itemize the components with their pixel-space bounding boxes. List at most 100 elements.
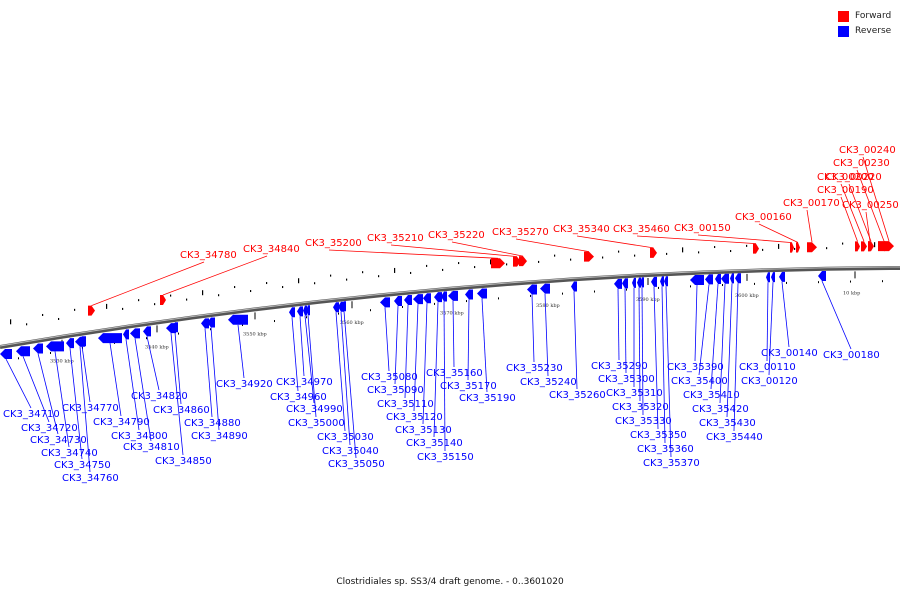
reverse-gene-ck3_34730[interactable] <box>33 343 43 354</box>
forward-gene-ck3_00240[interactable] <box>884 241 894 252</box>
minor-tick <box>154 303 156 306</box>
reverse-gene-ck3_35080[interactable] <box>380 297 390 308</box>
reverse-gene-link <box>413 304 419 412</box>
reverse-gene-ck3_35370[interactable] <box>664 276 668 287</box>
reverse-gene-label: CK3_35080 <box>361 372 418 383</box>
reverse-gene-link <box>170 333 184 456</box>
forward-swatch <box>838 10 849 22</box>
reverse-gene-ck3_35440[interactable] <box>735 273 741 284</box>
minor-tick <box>754 282 755 285</box>
forward-gene-ck3_35270[interactable] <box>584 251 594 262</box>
forward-gene-ck3_00200[interactable] <box>861 241 867 252</box>
reverse-gene-ck3_35410[interactable] <box>715 273 721 284</box>
reverse-gene-ck3_00180[interactable] <box>818 270 826 281</box>
reverse-gene-ck3_34720[interactable] <box>16 346 30 357</box>
reverse-gene-ck3_35290[interactable] <box>614 278 622 289</box>
minor-tick <box>314 282 316 285</box>
reverse-gene-ck3_34790[interactable] <box>98 333 122 344</box>
reverse-gene-ck3_34810[interactable] <box>130 328 140 339</box>
reverse-gene-ck3_35390[interactable] <box>690 275 704 286</box>
forward-gene-ck3_34780[interactable] <box>88 305 95 316</box>
forward-gene-ck3_00160[interactable] <box>796 242 800 253</box>
reverse-gene-ck3_35150[interactable] <box>441 291 447 302</box>
forward-gene-ck3_35200[interactable] <box>491 258 505 269</box>
reverse-gene-link <box>694 285 698 362</box>
minor-tick <box>490 259 492 265</box>
reverse-gene-ck3_35240[interactable] <box>540 283 550 294</box>
forward-gene-ck3_00250[interactable] <box>868 241 872 252</box>
minor-tick <box>434 302 435 305</box>
reverse-gene-link <box>467 299 470 381</box>
reverse-gene-label: CK3_35310 <box>606 388 663 399</box>
reverse-gene-ck3_34710[interactable] <box>0 349 12 359</box>
forward-gene-label: CK3_00230 <box>833 158 890 169</box>
forward-gene-link <box>390 244 518 257</box>
forward-gene-ck3_35220[interactable] <box>519 256 527 267</box>
reverse-gene-ck3_35430[interactable] <box>730 273 734 284</box>
reverse-gene-ck3_35050[interactable] <box>342 301 346 312</box>
forward-gene-label: CK3_34840 <box>243 244 300 255</box>
reverse-gene-ck3_35420[interactable] <box>721 273 729 284</box>
reverse-gene-ck3_34880[interactable] <box>201 318 209 329</box>
reverse-gene-ck3_35400[interactable] <box>705 274 713 285</box>
reverse-gene-ck3_00120[interactable] <box>771 272 775 283</box>
reverse-gene-ck3_34860[interactable] <box>172 322 178 333</box>
reverse-gene-ck3_35130[interactable] <box>423 293 431 304</box>
reverse-gene-label: CK3_35400 <box>671 376 728 387</box>
reverse-gene-link <box>781 281 790 348</box>
reverse-gene-link <box>821 280 852 350</box>
minor-tick <box>50 351 51 354</box>
reverse-gene-ck3_34740[interactable] <box>46 341 64 352</box>
reverse-gene-ck3_35000[interactable] <box>306 305 310 316</box>
reverse-gene-ck3_35300[interactable] <box>622 278 628 289</box>
forward-gene-ck3_35340[interactable] <box>650 247 657 258</box>
reverse-gene-ck3_34820[interactable] <box>143 326 151 337</box>
reverse-gene-ck3_35110[interactable] <box>404 294 412 305</box>
reverse-gene-ck3_35310[interactable] <box>632 277 636 288</box>
reverse-gene-label: CK3_35150 <box>417 452 474 463</box>
forward-gene-ck3_00150[interactable] <box>790 242 794 253</box>
reverse-gene-label: CK3_35050 <box>328 459 385 470</box>
minor-tick <box>74 308 76 311</box>
minor-tick <box>850 280 851 283</box>
reverse-gene-ck3_35040[interactable] <box>338 301 344 312</box>
minor-tick <box>122 307 124 310</box>
reverse-gene-ck3_34960[interactable] <box>289 307 295 318</box>
reverse-gene-ck3_35330[interactable] <box>640 277 644 288</box>
reverse-gene-link <box>768 282 774 376</box>
reverse-gene-ck3_35260[interactable] <box>571 281 577 292</box>
reverse-gene-ck3_35320[interactable] <box>637 277 641 288</box>
minor-tick <box>618 250 620 253</box>
reverse-gene-ck3_35140[interactable] <box>434 292 442 303</box>
reverse-gene-link <box>422 303 428 425</box>
reverse-gene-ck3_35360[interactable] <box>660 276 664 287</box>
reverse-gene-ck3_35230[interactable] <box>527 284 537 295</box>
reverse-gene-ck3_35160[interactable] <box>448 290 458 301</box>
minor-tick <box>506 263 508 266</box>
reverse-gene-label: CK3_35420 <box>692 404 749 415</box>
forward-gene-ck3_34840[interactable] <box>160 294 166 305</box>
reverse-gene-ck3_35090[interactable] <box>394 295 402 306</box>
reverse-gene-ck3_35030[interactable] <box>333 302 339 313</box>
reverse-gene-ck3_34800[interactable] <box>123 329 129 340</box>
reverse-gene-ck3_35190[interactable] <box>477 288 487 299</box>
reverse-gene-ck3_34770[interactable] <box>78 336 86 347</box>
reverse-gene-ck3_35170[interactable] <box>465 289 473 300</box>
reverse-gene-label: CK3_34770 <box>62 403 119 414</box>
reverse-gene-ck3_34920[interactable] <box>228 314 248 325</box>
reverse-gene-link <box>394 305 399 385</box>
forward-gene-ck3_00170[interactable] <box>807 242 817 253</box>
reverse-gene-ck3_34970[interactable] <box>297 306 303 317</box>
reverse-gene-ck3_34990[interactable] <box>303 305 307 316</box>
reverse-gene-ck3_34890[interactable] <box>207 317 215 328</box>
minor-tick <box>394 267 396 273</box>
reverse-gene-ck3_34750[interactable] <box>66 338 74 349</box>
reverse-gene-ck3_00110[interactable] <box>766 272 770 283</box>
forward-gene-ck3_35460[interactable] <box>753 243 759 254</box>
minor-tick <box>186 298 188 301</box>
reverse-gene-ck3_00140[interactable] <box>779 271 785 282</box>
forward-gene-ck3_00190[interactable] <box>855 241 860 252</box>
reverse-gene-link <box>125 339 140 431</box>
reverse-gene-ck3_35350[interactable] <box>651 276 657 287</box>
reverse-gene-ck3_35120[interactable] <box>413 294 423 305</box>
